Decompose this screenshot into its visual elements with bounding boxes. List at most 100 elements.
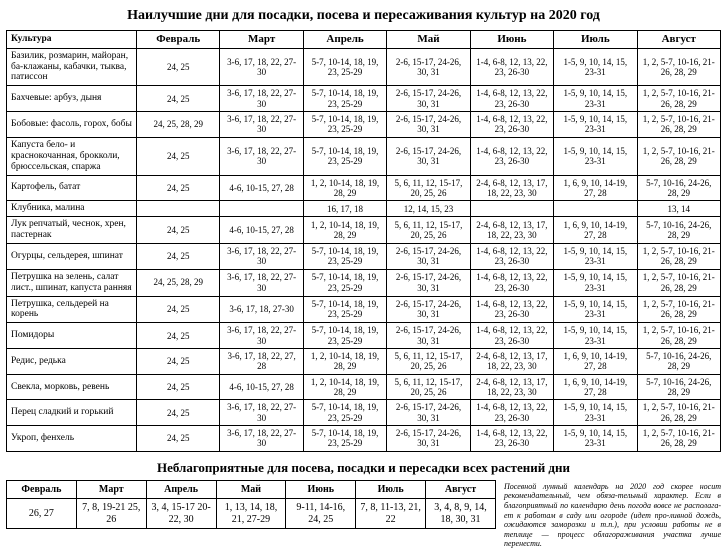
date-cell: 1, 2, 5-7, 10-16, 21-26, 28, 29 <box>637 296 720 323</box>
date-cell: 1-5, 9, 10, 14, 15, 23-31 <box>554 48 637 86</box>
date-cell: 1-5, 9, 10, 14, 15, 23-31 <box>554 137 637 175</box>
culture-cell: Картофель, батат <box>7 175 137 201</box>
date-cell: 4-6, 10-15, 27, 28 <box>220 217 303 244</box>
date-cell: 2-4, 6-8, 12, 13, 17, 18, 22, 23, 30 <box>470 374 553 400</box>
date-cell: 5-7, 10-16, 24-26, 28, 29 <box>637 349 720 375</box>
date-cell: 5, 6, 11, 12, 15-17, 20, 25, 26 <box>387 349 470 375</box>
date-cell: 1-5, 9, 10, 14, 15, 23-31 <box>554 296 637 323</box>
date-cell: 1, 6, 9, 10, 14-19, 27, 28 <box>554 217 637 244</box>
date-cell: 5-7, 10-14, 18, 19, 23, 25-29 <box>303 269 386 296</box>
bad-col-header: Август <box>426 480 496 499</box>
table-row: Петрушка, сельдерей на корень24, 253-6, … <box>7 296 721 323</box>
col-header: Апрель <box>303 31 386 49</box>
date-cell: 1, 2, 5-7, 10-16, 21-26, 28, 29 <box>637 400 720 426</box>
date-cell: 1, 2, 10-14, 18, 19, 28, 29 <box>303 374 386 400</box>
date-cell: 1-5, 9, 10, 14, 15, 23-31 <box>554 112 637 138</box>
date-cell: 1-5, 9, 10, 14, 15, 23-31 <box>554 86 637 112</box>
culture-cell: Базилик, розмарин, майоран, ба-клажаны, … <box>7 48 137 86</box>
date-cell: 5-7, 10-14, 18, 19, 23, 25-29 <box>303 244 386 270</box>
date-cell: 24, 25 <box>137 426 220 452</box>
bad-col-header: Февраль <box>7 480 77 499</box>
table-row: Лук репчатый, чеснок, хрен, пастернак24,… <box>7 217 721 244</box>
date-cell: 3-6, 17, 18, 22, 27-30 <box>220 86 303 112</box>
date-cell: 1-4, 6-8, 12, 13, 22, 23, 26-30 <box>470 426 553 452</box>
date-cell: 1-4, 6-8, 12, 13, 22, 23, 26-30 <box>470 269 553 296</box>
date-cell: 2-6, 15-17, 24-26, 30, 31 <box>387 137 470 175</box>
date-cell: 24, 25 <box>137 137 220 175</box>
date-cell: 24, 25 <box>137 86 220 112</box>
date-cell: 1-5, 9, 10, 14, 15, 23-31 <box>554 400 637 426</box>
culture-cell: Перец сладкий и горький <box>7 400 137 426</box>
culture-cell: Редис, редька <box>7 349 137 375</box>
date-cell: 1, 2, 5-7, 10-16, 21-26, 28, 29 <box>637 137 720 175</box>
date-cell: 12, 14, 15, 23 <box>387 201 470 217</box>
table-row: Капуста бело- и краснокочанная, брокколи… <box>7 137 721 175</box>
date-cell: 2-4, 6-8, 12, 13, 17, 18, 22, 23, 30 <box>470 175 553 201</box>
page-title: Наилучшие дни для посадки, посева и пере… <box>6 8 721 24</box>
culture-cell: Свекла, морковь, ревень <box>7 374 137 400</box>
date-cell: 2-6, 15-17, 24-26, 30, 31 <box>387 296 470 323</box>
date-cell: 1, 2, 5-7, 10-16, 21-26, 28, 29 <box>637 323 720 349</box>
date-cell: 3-6, 17, 18, 27-30 <box>220 296 303 323</box>
date-cell: 1, 2, 5-7, 10-16, 21-26, 28, 29 <box>637 244 720 270</box>
date-cell: 16, 17, 18 <box>303 201 386 217</box>
date-cell: 1, 6, 9, 10, 14-19, 27, 28 <box>554 175 637 201</box>
bad-col-header: Июнь <box>286 480 356 499</box>
date-cell: 1, 2, 10-14, 18, 19, 28, 29 <box>303 349 386 375</box>
date-cell: 24, 25 <box>137 349 220 375</box>
date-cell: 24, 25 <box>137 374 220 400</box>
date-cell: 3-6, 17, 18, 22, 27-30 <box>220 244 303 270</box>
date-cell: 24, 25 <box>137 323 220 349</box>
date-cell: 24, 25, 28, 29 <box>137 112 220 138</box>
date-cell: 2-6, 15-17, 24-26, 30, 31 <box>387 112 470 138</box>
bad-col-header: Апрель <box>146 480 216 499</box>
date-cell: 1, 2, 5-7, 10-16, 21-26, 28, 29 <box>637 426 720 452</box>
date-cell: 24, 25, 28, 29 <box>137 269 220 296</box>
table-row: Огурцы, сельдерея, шпинат24, 253-6, 17, … <box>7 244 721 270</box>
date-cell: 2-6, 15-17, 24-26, 30, 31 <box>387 244 470 270</box>
table-row: Перец сладкий и горький24, 253-6, 17, 18… <box>7 400 721 426</box>
culture-cell: Клубника, малина <box>7 201 137 217</box>
date-cell: 5-7, 10-14, 18, 19, 23, 25-29 <box>303 323 386 349</box>
date-cell: 24, 25 <box>137 48 220 86</box>
date-cell: 2-6, 15-17, 24-26, 30, 31 <box>387 323 470 349</box>
date-cell: 1, 2, 10-14, 18, 19, 28, 29 <box>303 217 386 244</box>
bad-col-header: Июль <box>356 480 426 499</box>
footnote: Посевной лунный календарь на 2020 год ск… <box>504 480 721 549</box>
col-header: Февраль <box>137 31 220 49</box>
date-cell: 2-6, 15-17, 24-26, 30, 31 <box>387 86 470 112</box>
col-header: Август <box>637 31 720 49</box>
date-cell: 3-6, 17, 18, 22, 27-30 <box>220 400 303 426</box>
culture-cell: Петрушка, сельдерей на корень <box>7 296 137 323</box>
date-cell: 1, 6, 9, 10, 14-19, 27, 28 <box>554 374 637 400</box>
bad-col-header: Май <box>216 480 286 499</box>
table-row: Клубника, малина 16, 17, 1812, 14, 15, 23… <box>7 201 721 217</box>
culture-cell: Бобовые: фасоль, горох, бобы <box>7 112 137 138</box>
date-cell: 5-7, 10-16, 24-26, 28, 29 <box>637 217 720 244</box>
date-cell: 1, 2, 5-7, 10-16, 21-26, 28, 29 <box>637 269 720 296</box>
date-cell: 2-6, 15-17, 24-26, 30, 31 <box>387 269 470 296</box>
date-cell: 1-4, 6-8, 12, 13, 22, 23, 26-30 <box>470 244 553 270</box>
date-cell: 1-5, 9, 10, 14, 15, 23-31 <box>554 323 637 349</box>
date-cell: 1-4, 6-8, 12, 13, 22, 23, 26-30 <box>470 296 553 323</box>
date-cell: 2-4, 6-8, 12, 13, 17, 18, 22, 23, 30 <box>470 217 553 244</box>
date-cell: 1-4, 6-8, 12, 13, 22, 23, 26-30 <box>470 86 553 112</box>
bad-date-cell: 7, 8, 11-13, 21, 22 <box>356 499 426 529</box>
culture-cell: Лук репчатый, чеснок, хрен, пастернак <box>7 217 137 244</box>
date-cell: 24, 25 <box>137 296 220 323</box>
date-cell: 1-5, 9, 10, 14, 15, 23-31 <box>554 426 637 452</box>
date-cell: 1-4, 6-8, 12, 13, 22, 23, 26-30 <box>470 400 553 426</box>
bad-days-table: ФевральМартАпрельМайИюньИюльАвгуст 26, 2… <box>6 480 496 530</box>
date-cell: 24, 25 <box>137 217 220 244</box>
col-header: Культура <box>7 31 137 49</box>
bad-date-cell: 3, 4, 15-17 20-22, 30 <box>146 499 216 529</box>
date-cell: 3-6, 17, 18, 22, 27-30 <box>220 269 303 296</box>
date-cell: 3-6, 17, 18, 22, 27-30 <box>220 137 303 175</box>
date-cell: 5-7, 10-14, 18, 19, 23, 25-29 <box>303 112 386 138</box>
date-cell: 3-6, 17, 18, 22, 27-30 <box>220 323 303 349</box>
date-cell: 24, 25 <box>137 400 220 426</box>
date-cell: 1, 2, 5-7, 10-16, 21-26, 28, 29 <box>637 86 720 112</box>
date-cell: 5-7, 10-14, 18, 19, 23, 25-29 <box>303 400 386 426</box>
date-cell: 2-6, 15-17, 24-26, 30, 31 <box>387 426 470 452</box>
bad-date-cell: 3, 4, 8, 9, 14, 18, 30, 31 <box>426 499 496 529</box>
